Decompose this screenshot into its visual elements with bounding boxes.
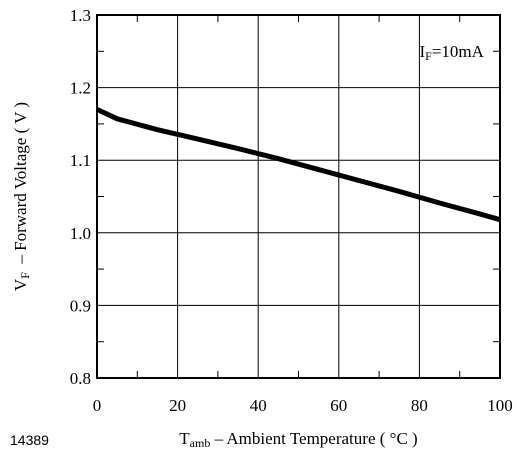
x-axis-title-subscript: amb xyxy=(190,436,211,450)
y-tick-label: 1.3 xyxy=(70,6,91,25)
x-tick-labels: 0 20 40 60 80 100 xyxy=(93,396,513,415)
series-line xyxy=(95,107,501,223)
x-axis-title-symbol: T xyxy=(179,429,190,448)
y-axis-title: VF – Forward Voltage ( V ) xyxy=(11,102,32,291)
annotation-symbol: I xyxy=(419,42,425,61)
x-tick-label: 0 xyxy=(93,396,102,415)
x-tick-label: 60 xyxy=(330,396,347,415)
x-tick-label: 80 xyxy=(411,396,428,415)
x-axis-title-text: – Ambient Temperature ( °C ) xyxy=(210,429,417,448)
y-tick-label: 0.8 xyxy=(70,369,91,388)
y-tick-label: 0.9 xyxy=(70,296,91,315)
y-axis-title-symbol: V xyxy=(11,278,30,291)
x-tick-label: 40 xyxy=(250,396,267,415)
annotation-value: =10mA xyxy=(432,42,485,61)
figure-number: 14389 xyxy=(10,432,49,448)
x-tick-label: 20 xyxy=(169,396,186,415)
x-tick-label: 100 xyxy=(487,396,513,415)
y-axis-title-text: – Forward Voltage ( V ) xyxy=(11,102,30,272)
x-axis-title: Tamb – Ambient Temperature ( °C ) xyxy=(179,429,417,450)
series-layer xyxy=(95,107,501,223)
y-tick-labels: 0.8 0.9 1.0 1.1 1.2 1.3 xyxy=(70,6,91,388)
y-tick-label: 1.1 xyxy=(70,151,91,170)
plot-frame xyxy=(96,14,501,379)
y-tick-label: 1.2 xyxy=(70,79,91,98)
minor-ticks xyxy=(97,15,500,378)
grid xyxy=(97,15,500,378)
y-tick-label: 1.0 xyxy=(70,224,91,243)
current-annotation: IF=10mA xyxy=(419,42,484,63)
y-axis-title-subscript: F xyxy=(18,272,32,279)
annotation-subscript: F xyxy=(425,49,432,63)
